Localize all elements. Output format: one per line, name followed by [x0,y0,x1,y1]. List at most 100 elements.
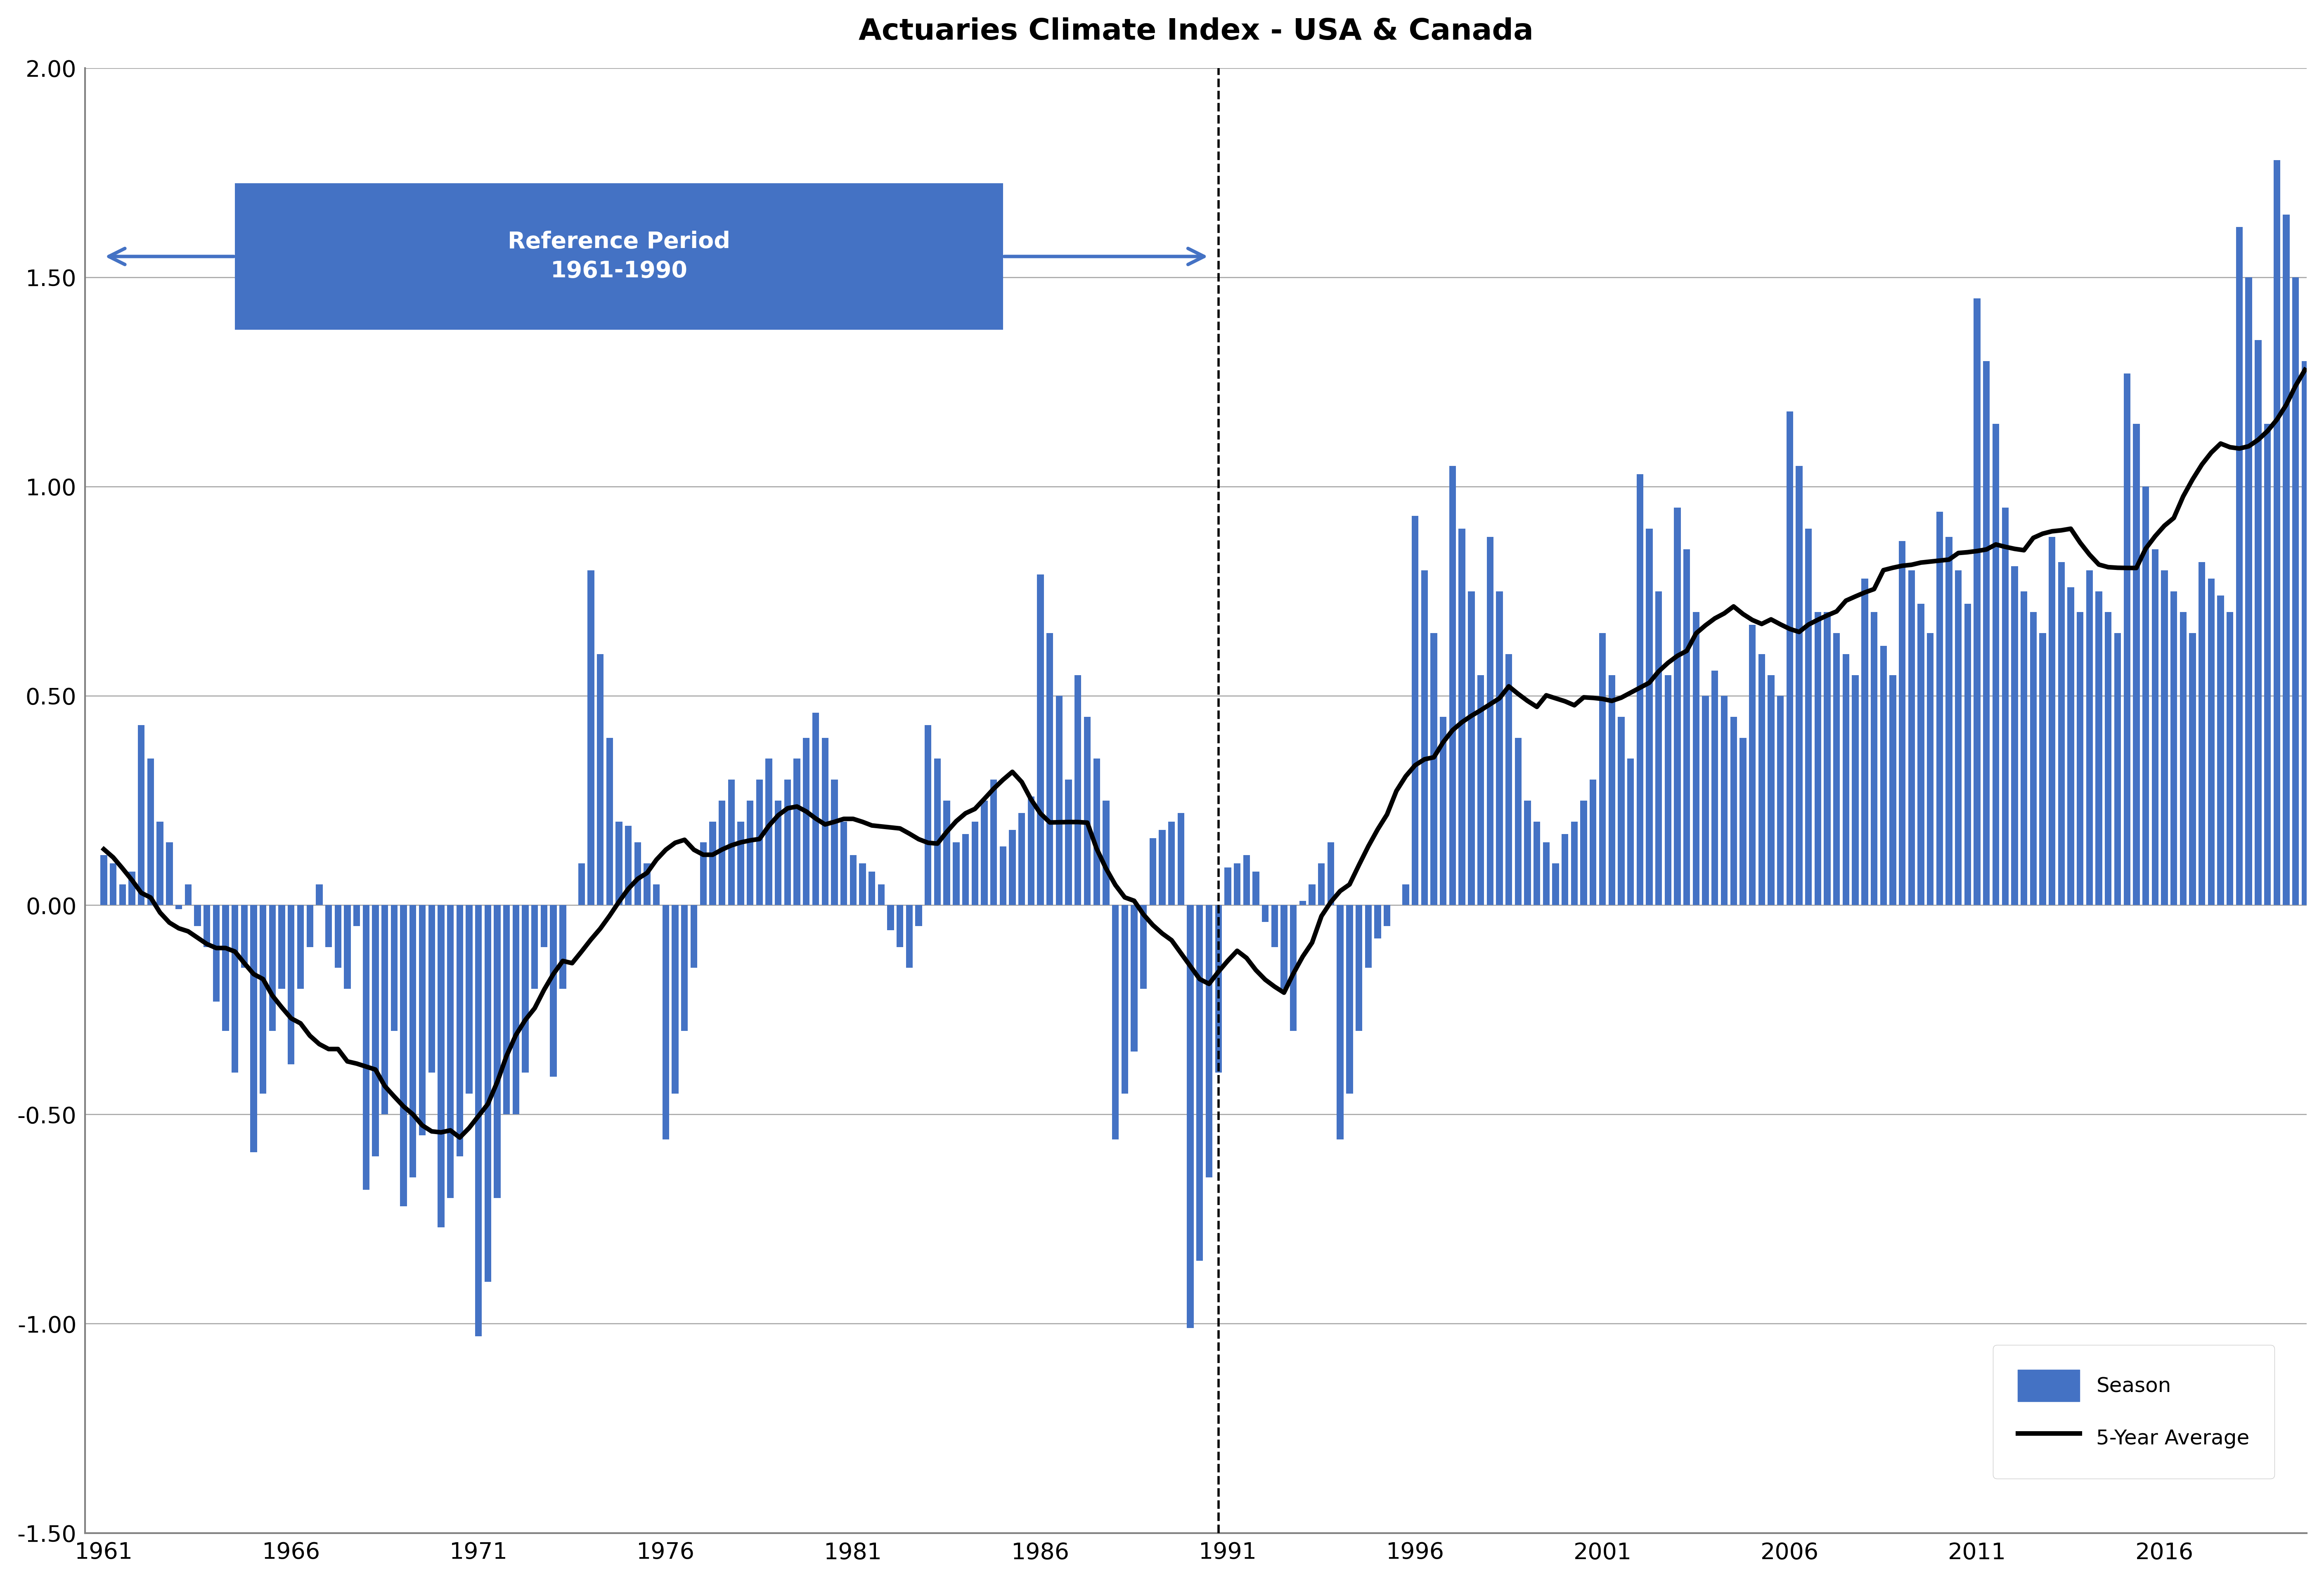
Bar [1862,579,1868,906]
Bar [755,779,762,906]
Bar [523,906,528,1072]
Bar [2291,277,2298,906]
Bar [1525,800,1532,906]
Bar [2152,550,2159,906]
Bar [869,871,876,906]
Bar [597,655,604,906]
Bar [428,906,435,1072]
Bar [888,906,895,930]
Bar [2124,373,2131,906]
Bar [1880,645,1887,906]
Bar [1599,632,1606,906]
Bar [709,822,716,906]
Bar [2273,160,2280,906]
Bar [1636,474,1643,906]
Bar [109,863,116,906]
Bar [1852,675,1859,906]
Bar [474,906,481,1336]
Bar [851,855,858,906]
Bar [1664,675,1671,906]
Bar [2106,612,2113,906]
Bar [1692,612,1699,906]
Bar [2087,571,2094,906]
Bar [765,759,772,906]
Bar [1806,528,1813,906]
Bar [325,906,332,947]
Bar [1506,655,1513,906]
Bar [1160,830,1167,906]
Bar [344,906,351,988]
Bar [1178,813,1185,906]
Bar [1992,424,1999,906]
Bar [906,906,913,968]
Bar [235,183,1004,330]
Bar [1580,800,1587,906]
Bar [644,863,651,906]
Bar [409,906,416,1178]
Bar [223,906,230,1031]
Bar [2208,579,2215,906]
Bar [493,906,500,1198]
Bar [1346,906,1353,1094]
Bar [746,800,753,906]
Bar [1889,675,1896,906]
Bar [2245,277,2252,906]
Bar [363,906,370,1190]
Bar [2096,591,2103,906]
Bar [483,906,490,1282]
Bar [1973,299,1980,906]
Bar [504,906,509,1115]
Bar [2171,591,2178,906]
Bar [1478,675,1485,906]
Bar [1796,466,1803,906]
Bar [1673,508,1680,906]
Bar [990,779,997,906]
Bar [1420,571,1427,906]
Bar [962,835,969,906]
Bar [174,906,181,909]
Bar [672,906,679,1094]
Bar [1562,835,1569,906]
Legend: Season, 5-Year Average: Season, 5-Year Average [1994,1345,2275,1478]
Bar [1102,800,1109,906]
Bar [156,822,163,906]
Bar [2050,538,2054,906]
Bar [1132,906,1136,1051]
Bar [316,884,323,906]
Bar [465,906,472,1094]
Bar [1741,738,1745,906]
Bar [270,906,277,1031]
Bar [897,906,904,947]
Bar [541,906,548,947]
Bar [1169,822,1176,906]
Bar [2217,596,2224,906]
Bar [2180,612,2187,906]
Bar [2020,591,2027,906]
Bar [832,779,837,906]
Bar [1327,843,1334,906]
Bar [446,906,453,1198]
Bar [2226,612,2233,906]
Bar [1150,838,1157,906]
Bar [456,906,462,1156]
Bar [813,713,818,906]
Bar [532,906,539,988]
Bar [662,906,669,1140]
Bar [718,800,725,906]
Bar [634,843,641,906]
Bar [1750,624,1755,906]
Bar [2059,561,2064,906]
Bar [335,906,342,968]
Bar [390,906,397,1031]
Bar [971,822,978,906]
Bar [184,884,191,906]
Bar [1441,716,1446,906]
Bar [2254,340,2261,906]
Bar [1469,591,1476,906]
Bar [653,884,660,906]
Bar [2115,632,2122,906]
Bar [1383,906,1390,926]
Bar [260,906,267,1094]
Bar [823,738,827,906]
Bar [1618,716,1624,906]
